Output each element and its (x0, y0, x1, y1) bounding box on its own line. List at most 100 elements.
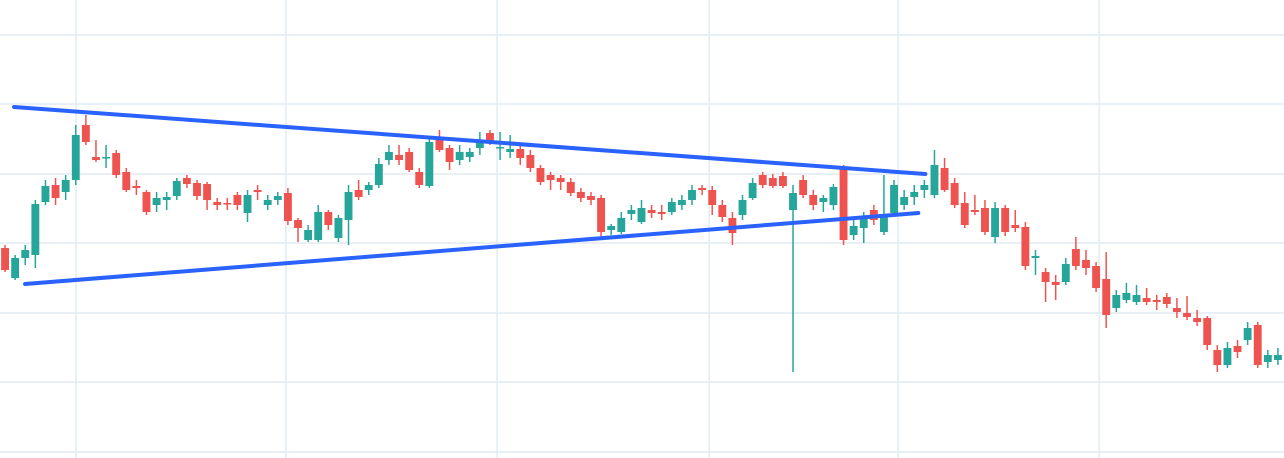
candle-body (748, 183, 757, 198)
candle-body (142, 192, 151, 212)
candle-body (112, 153, 121, 175)
candle-body (486, 133, 494, 142)
trend-line (12, 105, 928, 176)
candle-body (1162, 297, 1171, 304)
candle-body (31, 204, 40, 255)
candle-body (809, 195, 818, 205)
candle-body (587, 196, 595, 200)
candle-body (455, 152, 464, 160)
candle-body (203, 184, 212, 200)
candle-body (152, 198, 161, 205)
candle-body (698, 188, 707, 190)
candle-body (728, 218, 737, 233)
candle-body (223, 203, 232, 205)
candle-body (334, 218, 343, 238)
candle-body (1082, 260, 1090, 268)
candle-body (1092, 266, 1101, 288)
candle-body (11, 258, 20, 278)
candle-body (940, 168, 949, 190)
candle-body (1243, 328, 1252, 340)
candle-body (1263, 355, 1272, 362)
candle-body (1213, 350, 1222, 365)
candle-body (425, 142, 434, 186)
candle-body (1223, 348, 1232, 365)
candle-body (1021, 227, 1030, 266)
candle-body (132, 186, 141, 188)
candle-body (839, 168, 848, 240)
candle-body (1102, 279, 1111, 315)
candle-body (172, 181, 181, 196)
candle-body (859, 218, 868, 228)
candle-body (789, 193, 797, 210)
candle-body (1273, 355, 1282, 360)
candle-body (41, 186, 50, 202)
candle-body (314, 212, 323, 240)
candle-body (465, 152, 474, 157)
candle-body (677, 200, 686, 205)
candle-body (102, 157, 111, 159)
candle-body (304, 230, 313, 240)
candle-body (718, 205, 727, 217)
candle-body (617, 218, 626, 232)
candle-body (597, 198, 606, 232)
candle-body (1061, 264, 1070, 282)
candle-body (273, 196, 282, 200)
candle-body (880, 215, 888, 232)
candle-body (51, 185, 60, 198)
candle-body (1, 248, 9, 270)
candle-body (970, 210, 979, 212)
candle-body (1183, 313, 1191, 317)
candle-body (1233, 346, 1242, 352)
candle-body (506, 149, 515, 152)
candle-body (1071, 249, 1080, 266)
candle-body (384, 152, 393, 160)
candle-body (991, 208, 1000, 237)
candle-body (1112, 295, 1121, 308)
candle-body (576, 192, 585, 198)
candle-body (960, 203, 969, 225)
candle-body (1122, 293, 1131, 300)
candle-body (981, 208, 989, 232)
candle-body (415, 172, 424, 185)
candle-body (354, 190, 363, 197)
candle-body (758, 175, 767, 185)
candle-body (243, 195, 252, 213)
candle-body (193, 183, 201, 196)
candle-body (283, 193, 292, 221)
candle-body (162, 197, 171, 200)
candle-body (556, 178, 565, 182)
candle-body (708, 190, 717, 205)
candle-body (1011, 225, 1020, 228)
candle-body (1253, 325, 1262, 365)
candle-body (1172, 308, 1181, 312)
candle-body (1051, 282, 1060, 285)
candle-body (799, 180, 808, 195)
candle-body (516, 149, 525, 158)
trend-line (23, 211, 921, 286)
candle-body (667, 202, 676, 212)
candle-body (374, 164, 383, 185)
candle-body (71, 135, 80, 180)
candle-body (910, 192, 919, 197)
candle-body (81, 125, 90, 142)
candle-body (496, 147, 505, 149)
candle-body (92, 157, 100, 160)
candle-body (526, 155, 535, 168)
candle-body (768, 178, 777, 186)
candle-body (566, 182, 575, 193)
candle-body (1041, 272, 1050, 282)
candle-body (1203, 318, 1212, 345)
candle-body (688, 190, 696, 200)
candle-body (1152, 300, 1161, 302)
candle-body (900, 197, 909, 205)
candle-body (546, 175, 555, 180)
candle-body (849, 226, 858, 235)
candle-body (829, 187, 838, 205)
candle-body (475, 140, 484, 148)
candle-body (536, 168, 545, 182)
candle-body (819, 198, 828, 202)
candle-body (344, 192, 353, 220)
candle-body (294, 220, 302, 228)
candle-body (1031, 256, 1040, 258)
